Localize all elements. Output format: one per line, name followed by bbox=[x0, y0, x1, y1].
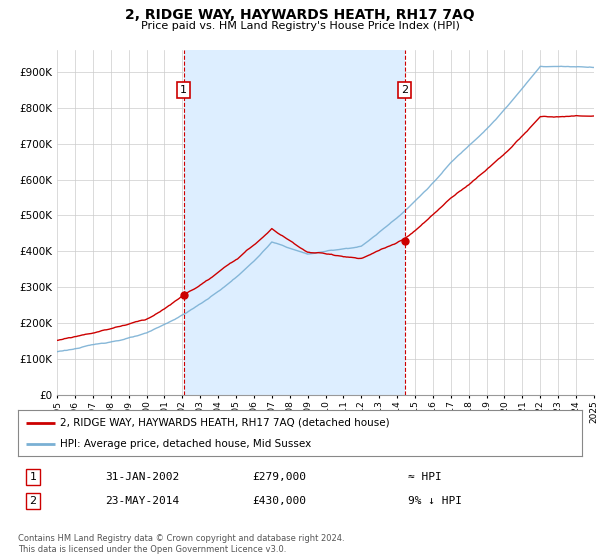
Text: 1: 1 bbox=[29, 472, 37, 482]
Text: £279,000: £279,000 bbox=[252, 472, 306, 482]
Text: HPI: Average price, detached house, Mid Sussex: HPI: Average price, detached house, Mid … bbox=[60, 439, 311, 449]
Text: Contains HM Land Registry data © Crown copyright and database right 2024.
This d: Contains HM Land Registry data © Crown c… bbox=[18, 534, 344, 554]
Text: 1: 1 bbox=[180, 85, 187, 95]
Text: 23-MAY-2014: 23-MAY-2014 bbox=[105, 496, 179, 506]
Text: Price paid vs. HM Land Registry's House Price Index (HPI): Price paid vs. HM Land Registry's House … bbox=[140, 21, 460, 31]
Bar bbox=[184, 50, 404, 395]
Text: £430,000: £430,000 bbox=[252, 496, 306, 506]
Text: 2: 2 bbox=[401, 85, 408, 95]
Text: 2, RIDGE WAY, HAYWARDS HEATH, RH17 7AQ: 2, RIDGE WAY, HAYWARDS HEATH, RH17 7AQ bbox=[125, 8, 475, 22]
Text: 9% ↓ HPI: 9% ↓ HPI bbox=[408, 496, 462, 506]
Text: 2: 2 bbox=[29, 496, 37, 506]
Text: 31-JAN-2002: 31-JAN-2002 bbox=[105, 472, 179, 482]
Text: ≈ HPI: ≈ HPI bbox=[408, 472, 442, 482]
Text: 2, RIDGE WAY, HAYWARDS HEATH, RH17 7AQ (detached house): 2, RIDGE WAY, HAYWARDS HEATH, RH17 7AQ (… bbox=[60, 418, 390, 428]
